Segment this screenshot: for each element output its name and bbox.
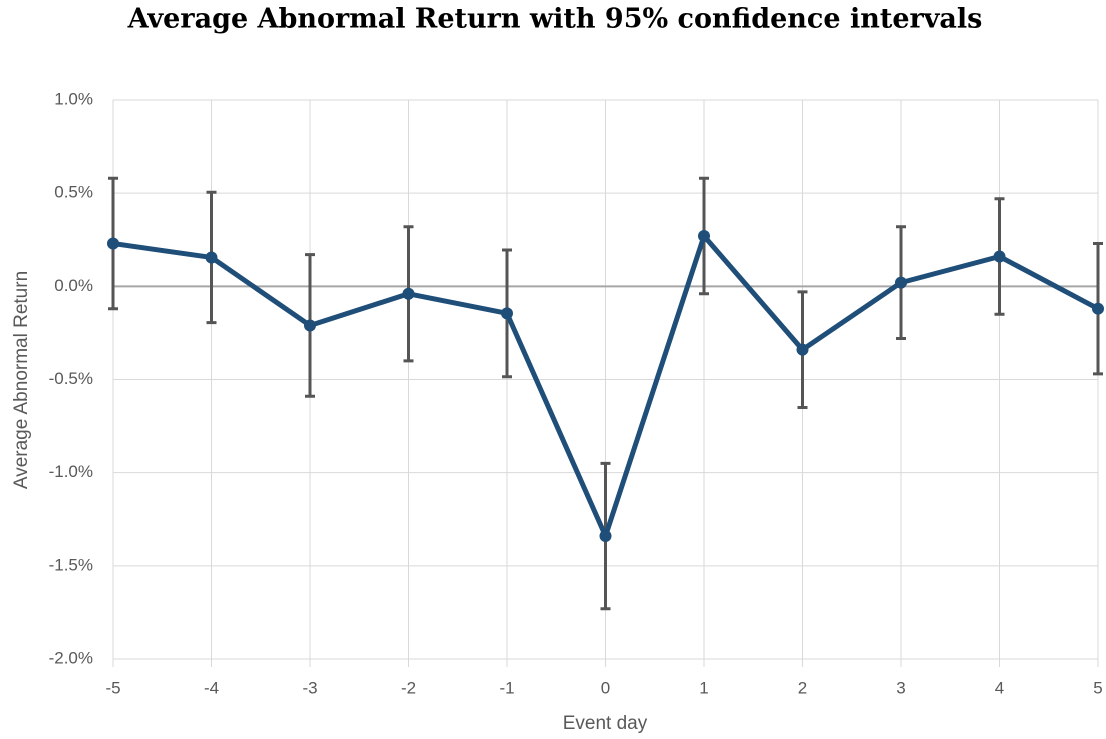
point (402, 287, 415, 300)
x-tick-label: -2 (401, 678, 416, 697)
y-tick-label: 0.0% (54, 276, 93, 295)
point (895, 276, 907, 289)
x-tick-label: 4 (995, 678, 1004, 697)
y-tick-label: 1.0% (54, 89, 93, 108)
point (993, 250, 1006, 263)
x-axis-label: Event day (563, 713, 648, 734)
x-tick-label: 3 (896, 678, 905, 697)
y-tick-label: -1.0% (49, 462, 93, 481)
y-tick-label: -2.0% (49, 648, 93, 667)
x-tick-label: -5 (105, 678, 120, 697)
point (304, 319, 316, 332)
point (599, 530, 612, 543)
x-tick-label: -4 (204, 678, 219, 697)
y-tick-label: -1.5% (49, 555, 93, 574)
point (796, 343, 809, 356)
point (107, 237, 119, 250)
x-tick-label: 5 (1093, 678, 1102, 697)
point (501, 307, 513, 320)
x-tick-label: -1 (499, 678, 514, 697)
x-tick-label: 0 (601, 678, 610, 697)
chart-title: Average Abnormal Return with 95% confide… (127, 4, 983, 35)
point (1092, 302, 1104, 315)
x-tick-label: -3 (302, 678, 317, 697)
x-tick-label: 2 (798, 678, 807, 697)
y-tick-label: 0.5% (54, 183, 93, 202)
point (205, 251, 218, 264)
y-axis-label: Average Abnormal Return (11, 271, 32, 489)
point (698, 230, 710, 243)
x-tick-label: 1 (699, 678, 708, 697)
y-tick-label: -0.5% (49, 369, 93, 388)
